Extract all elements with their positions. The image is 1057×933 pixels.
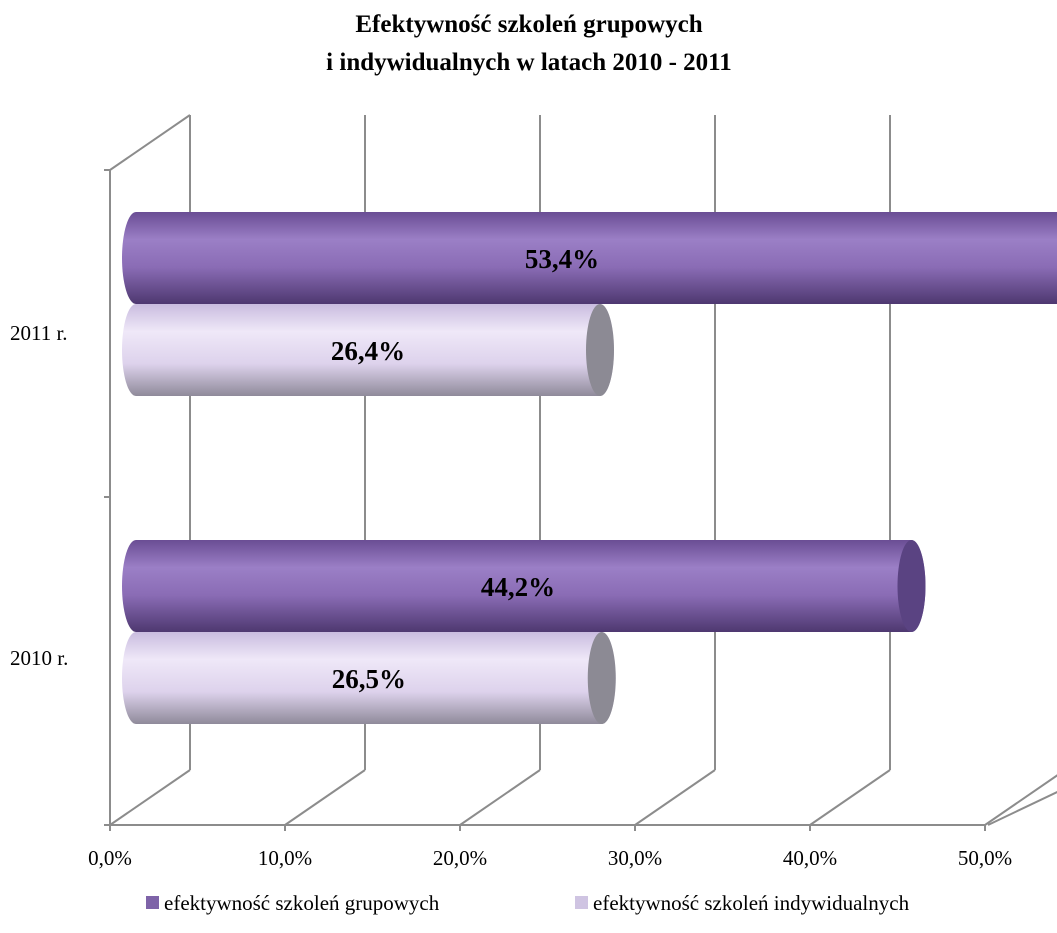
legend-swatch bbox=[575, 896, 588, 909]
data-label: 26,4% bbox=[331, 336, 405, 366]
bar bbox=[122, 632, 616, 724]
chart-title-line-1: Efektywność szkoleń grupowych bbox=[355, 11, 702, 38]
legend-label: efektywność szkoleń indywidualnych bbox=[593, 891, 910, 915]
category-label: 2010 r. bbox=[10, 646, 68, 670]
data-label: 53,4% bbox=[525, 244, 599, 274]
bar bbox=[122, 212, 1057, 304]
data-label: 44,2% bbox=[481, 572, 555, 602]
floor-gridline bbox=[109, 769, 191, 826]
x-tick-label: 40,0% bbox=[783, 846, 837, 870]
chart-title-line-2: i indywidualnych w latach 2010 - 2011 bbox=[326, 49, 732, 76]
legend-swatch bbox=[146, 896, 159, 909]
bar-end-cap bbox=[897, 540, 926, 632]
floor-gridline bbox=[984, 774, 1057, 826]
floor-gridline bbox=[987, 791, 1057, 826]
bar-end-cap bbox=[586, 304, 614, 396]
legend-label: efektywność szkoleń grupowych bbox=[164, 891, 440, 915]
floor-gridline bbox=[284, 769, 366, 826]
data-label: 26,5% bbox=[332, 664, 406, 694]
x-tick-label: 20,0% bbox=[433, 846, 487, 870]
x-tick-label: 10,0% bbox=[258, 846, 312, 870]
floor-gridline bbox=[634, 769, 716, 826]
floor-gridline bbox=[809, 769, 891, 826]
floor-gridline bbox=[459, 769, 541, 826]
x-tick-label: 0,0% bbox=[88, 846, 132, 870]
bar bbox=[122, 304, 614, 396]
category-label: 2011 r. bbox=[10, 321, 68, 345]
bar bbox=[122, 540, 926, 632]
x-tick-label: 50,0% bbox=[958, 846, 1012, 870]
x-tick-label: 30,0% bbox=[608, 846, 662, 870]
bar-end-cap bbox=[587, 632, 616, 724]
side-wall-top bbox=[109, 114, 191, 171]
